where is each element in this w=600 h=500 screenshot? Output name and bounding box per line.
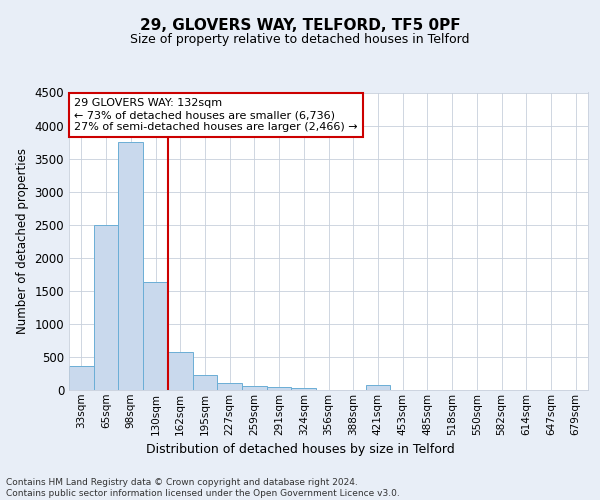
- Y-axis label: Number of detached properties: Number of detached properties: [16, 148, 29, 334]
- Bar: [69, 366, 94, 390]
- Bar: [217, 382, 242, 390]
- Bar: [143, 282, 168, 390]
- Bar: [365, 386, 390, 390]
- Text: Size of property relative to detached houses in Telford: Size of property relative to detached ho…: [130, 32, 470, 46]
- Text: 29 GLOVERS WAY: 132sqm
← 73% of detached houses are smaller (6,736)
27% of semi-: 29 GLOVERS WAY: 132sqm ← 73% of detached…: [74, 98, 358, 132]
- Bar: [267, 388, 292, 390]
- Text: Contains HM Land Registry data © Crown copyright and database right 2024.
Contai: Contains HM Land Registry data © Crown c…: [6, 478, 400, 498]
- Bar: [168, 352, 193, 390]
- Bar: [118, 142, 143, 390]
- Text: Distribution of detached houses by size in Telford: Distribution of detached houses by size …: [146, 442, 454, 456]
- Bar: [193, 375, 217, 390]
- Bar: [242, 386, 267, 390]
- Bar: [292, 388, 316, 390]
- Text: 29, GLOVERS WAY, TELFORD, TF5 0PF: 29, GLOVERS WAY, TELFORD, TF5 0PF: [140, 18, 460, 32]
- Bar: [94, 224, 118, 390]
